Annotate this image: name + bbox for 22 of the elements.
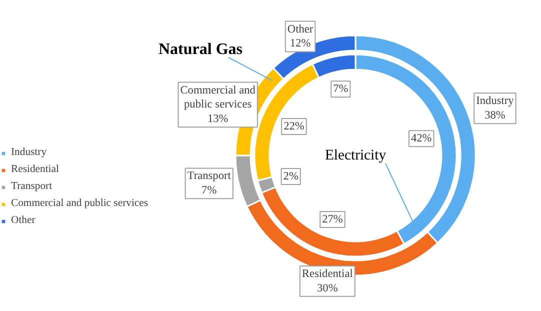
slice-label: Other: [287, 23, 314, 36]
slice-label: Natural Gas: [158, 41, 242, 58]
legend-label: Residential: [11, 164, 59, 175]
legend-label: Transport: [11, 181, 52, 192]
slice-label: Commercial and public services: [180, 84, 256, 111]
data-label: 12%: [290, 38, 312, 50]
data-label: 13%: [207, 113, 229, 126]
data-label: 7%: [333, 83, 349, 96]
data-label: 7%: [202, 184, 218, 197]
data-label: 22%: [284, 120, 305, 133]
legend-label: Industry: [11, 147, 47, 158]
data-label: 30%: [317, 282, 338, 294]
data-label: 38%: [484, 110, 506, 122]
slice-label: Industry: [476, 95, 514, 108]
data-label: 42%: [410, 132, 432, 145]
legend-label: Other: [11, 215, 36, 226]
legend-label: Commercial and public services: [11, 198, 148, 209]
data-label: 27%: [322, 213, 344, 226]
data-label: 2%: [283, 170, 299, 183]
slice-label: Transport: [187, 170, 232, 182]
slice-label: Electricity: [324, 148, 387, 164]
slice-label: Residential: [302, 268, 353, 280]
